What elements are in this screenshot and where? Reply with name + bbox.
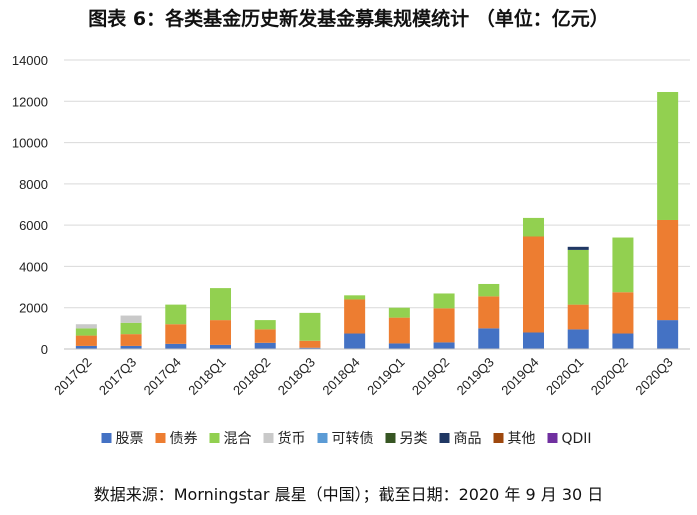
- x-tick-label: 2018Q1: [185, 355, 228, 398]
- legend-swatch: [439, 433, 450, 443]
- bar-segment-8-1: [433, 308, 455, 343]
- legend-swatch: [101, 433, 112, 443]
- bar-segment-10-0: [522, 332, 545, 349]
- bar-segment-9-2: [478, 283, 500, 297]
- bar-segment-7-0: [388, 343, 410, 349]
- bar-segment-12-1: [612, 292, 634, 334]
- gridlines: [64, 59, 690, 309]
- legend-label: 债券: [170, 431, 198, 447]
- bar-segment-5-1: [299, 340, 321, 348]
- bar-segment-3-0: [209, 344, 232, 349]
- bar-segment-1-3: [120, 315, 142, 323]
- legend-swatch: [385, 433, 396, 443]
- legend-swatch: [155, 433, 166, 443]
- bar-segment-0-1: [75, 335, 97, 346]
- bars: [75, 91, 679, 349]
- source-note: 数据来源：Morningstar 晨星（中国）；截至日期：2020 年 9 月 …: [93, 485, 604, 504]
- x-tick-label: 2018Q2: [230, 355, 273, 398]
- y-tick-label: 10000: [12, 136, 48, 151]
- legend-label: 另类: [400, 431, 428, 447]
- x-tick-label: 2017Q3: [96, 355, 139, 398]
- chart-title: 图表 6：各类基金历史新发基金募集规模统计 （单位：亿元）: [88, 8, 609, 30]
- x-tick-label: 2020Q2: [588, 355, 631, 398]
- bar-segment-12-2: [612, 237, 634, 293]
- bar-segment-3-1: [209, 320, 232, 345]
- legend-swatch: [317, 433, 328, 443]
- x-tick-label: 2020Q1: [543, 355, 586, 398]
- bar-segment-13-1: [657, 219, 679, 321]
- legend-label: 可转债: [332, 431, 374, 447]
- bar-segment-6-2: [344, 295, 366, 300]
- bar-segment-10-2: [522, 217, 545, 237]
- legend-label: 混合: [224, 431, 252, 447]
- bar-segment-1-2: [120, 322, 142, 335]
- bar-segment-11-1: [567, 304, 589, 330]
- bar-segment-5-2: [299, 312, 321, 341]
- bar-segment-0-0: [75, 345, 97, 349]
- bar-segment-6-0: [344, 333, 366, 349]
- bar-segment-13-2: [657, 91, 679, 220]
- legend-label: 股票: [116, 431, 144, 447]
- legend-label: 货币: [278, 430, 306, 447]
- y-axis-ticks: 0 2000 4000 6000 8000 10000 12000 14000: [12, 53, 48, 357]
- x-tick-label: 2019Q3: [454, 355, 497, 398]
- y-tick-label: 2000: [19, 301, 48, 316]
- legend-swatch: [263, 433, 274, 443]
- bar-segment-0-2: [75, 328, 97, 336]
- y-tick-label: 14000: [12, 53, 48, 68]
- bar-segment-11-6: [567, 246, 589, 250]
- bar-segment-9-0: [478, 328, 500, 349]
- x-tick-label: 2018Q3: [275, 355, 318, 398]
- x-tick-label: 2020Q3: [632, 355, 675, 398]
- bar-segment-11-0: [567, 329, 589, 349]
- x-tick-label: 2017Q2: [51, 355, 94, 398]
- bar-segment-11-2: [567, 249, 589, 305]
- x-axis-ticks: 2017Q2 2017Q3 2017Q4 2018Q1 2018Q2 2018Q3 2018…: [51, 355, 676, 398]
- bar-segment-7-2: [388, 307, 410, 318]
- y-tick-label: 4000: [19, 259, 48, 274]
- bar-segment-1-0: [120, 345, 142, 349]
- bar-segment-4-1: [254, 329, 276, 343]
- bar-segment-2-1: [165, 324, 187, 344]
- bar-segment-4-2: [254, 320, 276, 330]
- legend-label: QDII: [562, 431, 592, 447]
- legend-swatch: [209, 433, 220, 443]
- bar-segment-2-2: [165, 304, 187, 325]
- bar-segment-8-2: [433, 293, 455, 309]
- y-tick-label: 6000: [19, 218, 48, 233]
- bar-segment-3-2: [209, 288, 232, 321]
- y-tick-label: 12000: [12, 94, 48, 109]
- x-tick-label: 2018Q4: [319, 355, 362, 398]
- bar-segment-12-0: [612, 333, 634, 349]
- bar-segment-9-1: [478, 296, 500, 329]
- bar-segment-5-0: [299, 347, 321, 349]
- bar-segment-1-1: [120, 334, 142, 346]
- legend-label: 其他: [508, 431, 536, 447]
- bar-segment-4-0: [254, 342, 276, 349]
- legend: 股票 债券 混合 货币 可转债 另类 商品 其他 QDII: [101, 430, 592, 447]
- bar-segment-0-3: [75, 324, 97, 329]
- bar-segment-10-1: [522, 236, 545, 333]
- bar-segment-6-1: [344, 299, 366, 334]
- bar-segment-7-1: [388, 317, 410, 344]
- x-tick-label: 2019Q2: [409, 355, 452, 398]
- legend-label: 商品: [454, 431, 482, 447]
- legend-swatch: [547, 433, 558, 443]
- legend-swatch: [493, 433, 504, 443]
- x-tick-label: 2019Q4: [498, 355, 541, 398]
- x-tick-label: 2017Q4: [141, 355, 184, 398]
- x-tick-label: 2019Q1: [364, 355, 407, 398]
- y-tick-label: 0: [41, 342, 48, 357]
- bar-segment-13-0: [657, 320, 679, 349]
- bar-segment-8-0: [433, 342, 455, 349]
- bar-segment-2-0: [165, 343, 187, 349]
- y-tick-label: 8000: [19, 177, 48, 192]
